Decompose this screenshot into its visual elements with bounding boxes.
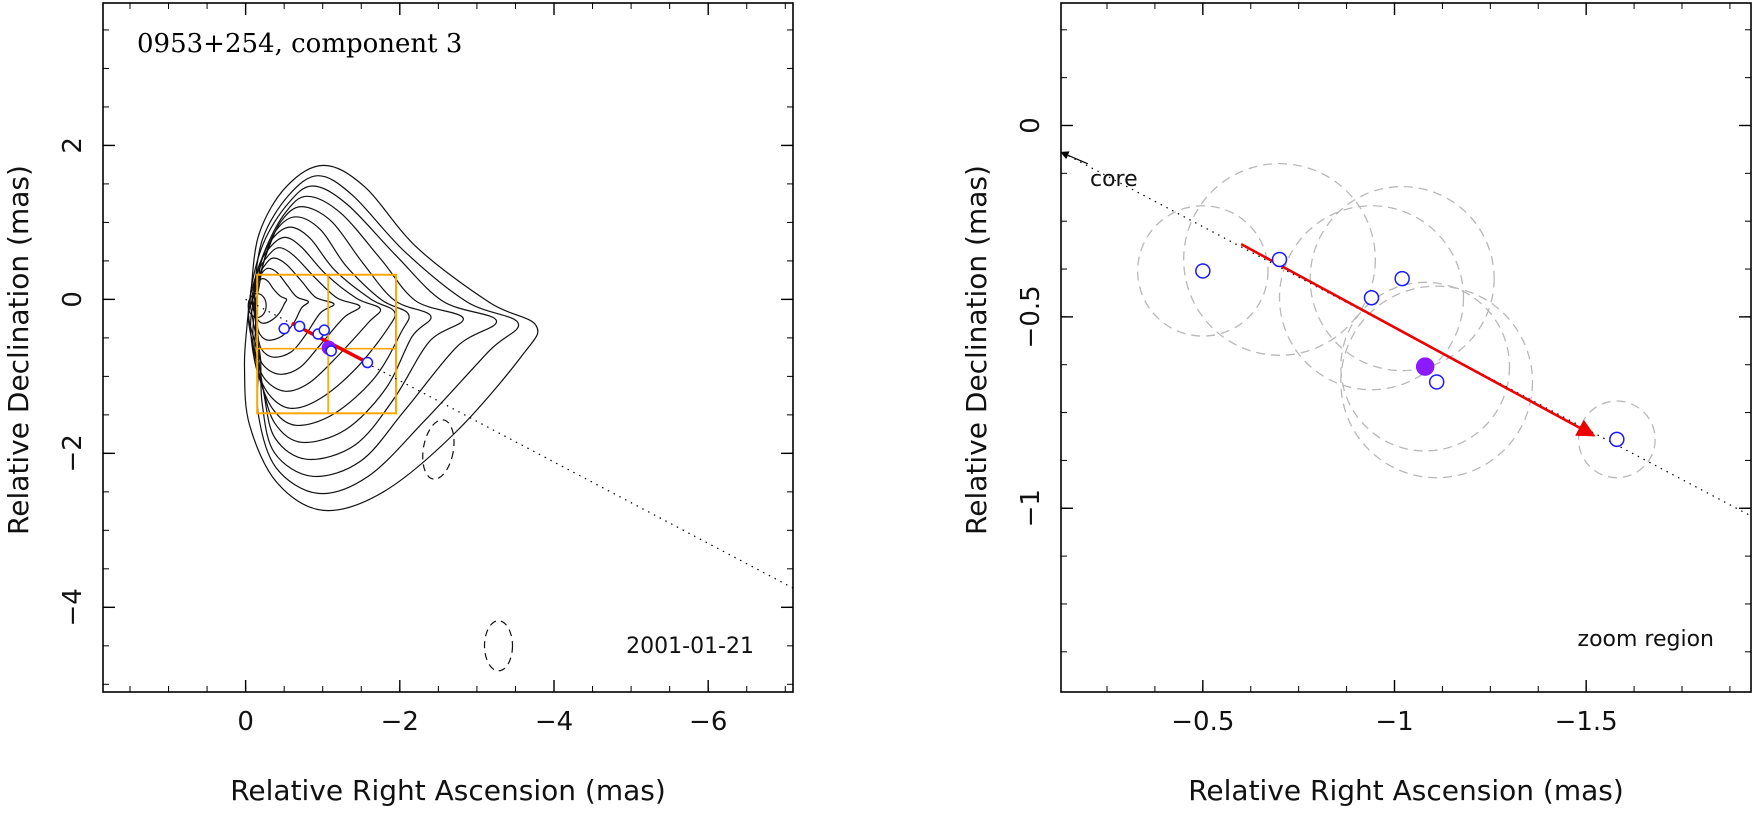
contour-level — [249, 216, 410, 426]
error-circle — [1278, 205, 1465, 391]
left-frame — [102, 2, 794, 693]
component-point — [318, 324, 331, 336]
error-circle — [1183, 162, 1376, 356]
component-point — [325, 345, 337, 357]
right-frame — [1060, 2, 1752, 693]
contour-level — [254, 236, 382, 392]
x-tick-label: −6 — [689, 707, 727, 737]
y-tick-label: 2 — [58, 137, 88, 154]
negative-contour — [422, 419, 455, 480]
component-point — [1609, 431, 1625, 448]
ticks-right: −0.5 −1 −1.5 0 −0.5 −1 — [1016, 3, 1751, 737]
x-tick-label: −1 — [1375, 707, 1413, 737]
y-tick-label: 0 — [1016, 117, 1046, 134]
component-point — [278, 322, 290, 335]
component-point — [1363, 289, 1380, 306]
error-circles — [1137, 162, 1656, 479]
jet-axis-right — [1061, 151, 1751, 517]
right-xlabel: Relative Right Ascension (mas) — [1188, 774, 1624, 807]
contour-level — [252, 277, 288, 324]
contour-level — [247, 205, 432, 444]
component-point-filled — [1415, 357, 1435, 376]
right-panel: −0.5 −1 −1.5 0 −0.5 −1 core zoom region Relat… — [960, 2, 1752, 807]
left-xlabel: Relative Right Ascension (mas) — [230, 774, 666, 807]
error-circle — [1340, 285, 1534, 479]
points-left — [278, 320, 374, 369]
error-circle — [1340, 281, 1511, 452]
negative-contour — [483, 620, 514, 672]
points-right — [1195, 251, 1625, 448]
core-arrow — [1061, 151, 1089, 165]
x-tick-label: −2 — [381, 707, 419, 737]
y-tick-label: −2 — [58, 434, 88, 472]
component-point — [293, 320, 306, 333]
y-tick-label: −4 — [58, 588, 88, 626]
x-tick-label: −4 — [535, 707, 573, 737]
core-label: core — [1090, 167, 1138, 192]
zoom-region-label: zoom region — [1578, 627, 1714, 652]
left-title: 0953+254, component 3 — [137, 29, 462, 59]
contour-level — [249, 185, 498, 478]
y-tick-label: −1 — [1016, 489, 1046, 527]
negative-contours — [422, 419, 514, 672]
left-ylabel: Relative Declination (mas) — [2, 165, 35, 535]
error-circle — [1137, 205, 1269, 337]
motion-vector-right — [1240, 243, 1596, 437]
contour-level — [253, 175, 520, 495]
y-tick-label: 0 — [58, 291, 88, 308]
error-circle — [1309, 185, 1495, 372]
component-point — [1271, 251, 1288, 268]
y-tick-label: −0.5 — [1016, 285, 1046, 348]
right-ylabel: Relative Declination (mas) — [960, 165, 993, 535]
contour-group — [243, 164, 539, 512]
motion-vector — [1240, 243, 1596, 437]
ticks-left: 0 −2 −4 −6 2 0 −2 −4 — [58, 3, 793, 737]
x-tick-label: −1.5 — [1555, 707, 1618, 737]
error-circle — [1577, 400, 1656, 479]
component-point — [1394, 270, 1410, 287]
component-point — [1428, 374, 1445, 390]
left-panel: 0 −2 −4 −6 2 0 −2 −4 0953+254, component 3 2001… — [2, 2, 794, 807]
component-point — [361, 356, 374, 369]
x-tick-label: 0 — [237, 707, 254, 737]
zoom-box-rect — [256, 273, 397, 415]
left-date: 2001-01-21 — [626, 634, 754, 659]
contour-level — [243, 164, 539, 512]
component-point — [1195, 263, 1211, 279]
x-tick-label: −0.5 — [1171, 707, 1234, 737]
